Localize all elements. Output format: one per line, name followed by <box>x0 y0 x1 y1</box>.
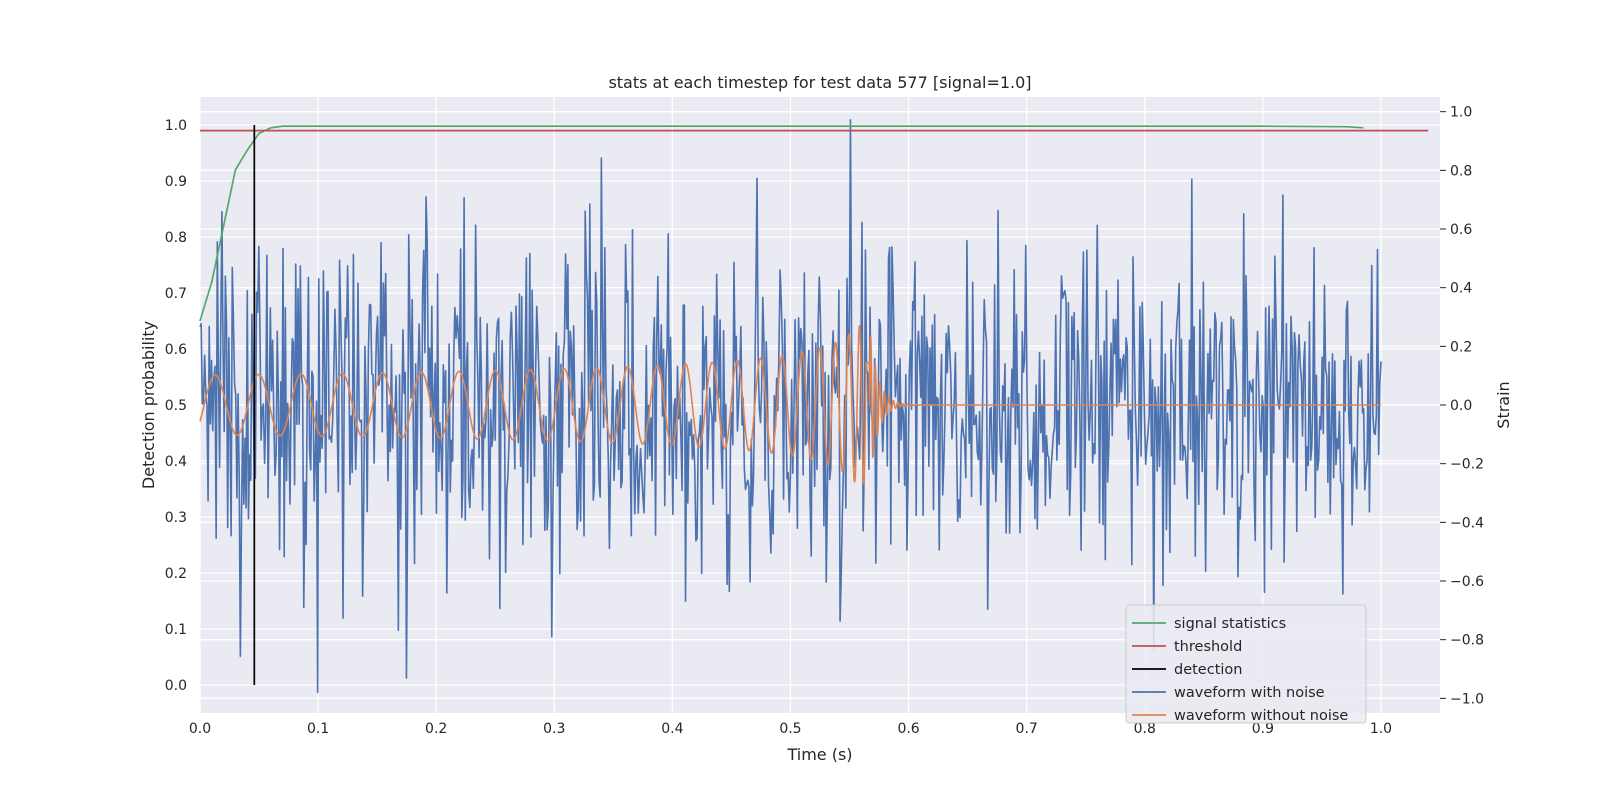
y-left-tick-label: 1.0 <box>165 118 187 134</box>
y-right-tick-label: −0.4 <box>1450 515 1484 531</box>
y-axis-left-label: Detection probability <box>139 321 158 489</box>
x-tick-label: 0.1 <box>307 721 329 737</box>
y-left-tick-label: 0.4 <box>165 454 187 470</box>
y-right-tick-label: 1.0 <box>1450 105 1472 121</box>
x-tick-label: 0.4 <box>661 721 683 737</box>
y-right-tick-label: −0.2 <box>1450 457 1484 473</box>
legend-label: waveform with noise <box>1174 685 1325 701</box>
y-left-tick-label: 0.9 <box>165 174 187 190</box>
waveform-without-noise-line <box>199 325 1382 485</box>
y-axis-right-label: Strain <box>1494 381 1513 428</box>
y-right-tick-label: −1.0 <box>1450 691 1484 707</box>
y-right-tick-label: 0.2 <box>1450 339 1472 355</box>
y-left-tick-label: 0.0 <box>165 678 187 694</box>
y-left-tick-label: 0.3 <box>165 510 187 526</box>
legend: signal statistics threshold detection wavef… <box>1125 604 1367 724</box>
y-left-tick-label: 0.5 <box>165 398 187 414</box>
x-tick-label: 0.3 <box>543 721 565 737</box>
y-right-tick-label: −0.6 <box>1450 574 1484 590</box>
chart-title: stats at each timestep for test data 577… <box>608 73 1031 92</box>
plot-series <box>199 119 1429 694</box>
y-left-tick-label: 0.6 <box>165 342 187 358</box>
y-left-tick-label: 0.8 <box>165 230 187 246</box>
legend-label: detection <box>1174 662 1242 678</box>
y-right-tick-label: 0.0 <box>1450 398 1472 414</box>
legend-label: threshold <box>1174 639 1242 655</box>
x-tick-label: 0.9 <box>1252 721 1274 737</box>
x-tick-label: 0.2 <box>425 721 447 737</box>
y-left-tick-label: 0.1 <box>165 622 187 638</box>
legend-label: signal statistics <box>1174 616 1286 632</box>
x-tick-label: 0.7 <box>1016 721 1038 737</box>
legend-box <box>1125 604 1367 724</box>
waveform-with-noise-line <box>199 119 1382 694</box>
y-right-tick-label: 0.4 <box>1450 281 1472 297</box>
x-tick-label: 0.8 <box>1134 721 1156 737</box>
x-tick-label: 0.5 <box>779 721 801 737</box>
x-tick-label: 0.6 <box>897 721 919 737</box>
x-axis-label: Time (s) <box>786 745 852 764</box>
y-left-tick-label: 0.2 <box>165 566 187 582</box>
signal-statistics-line <box>199 125 1364 322</box>
y-right-tick-label: 0.6 <box>1450 222 1472 238</box>
y-right-tick-label: −0.8 <box>1450 633 1484 649</box>
y-right-tick-label: 0.8 <box>1450 163 1472 179</box>
x-tick-label: 1.0 <box>1370 721 1392 737</box>
x-tick-label: 0.0 <box>189 721 211 737</box>
y-left-tick-label: 0.7 <box>165 286 187 302</box>
legend-label: waveform without noise <box>1174 708 1348 724</box>
axis-ticks: 0.0 0.1 0.2 0.3 0.4 0.5 0.6 0.7 0.8 0.9 1.0 0.0 0.1 0… <box>165 105 1484 737</box>
